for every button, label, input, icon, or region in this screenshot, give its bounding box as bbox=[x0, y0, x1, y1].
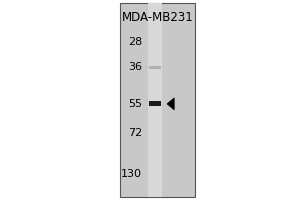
Bar bbox=[149, 101, 161, 106]
Bar bbox=[148, 3, 162, 197]
Text: 28: 28 bbox=[128, 37, 142, 47]
Bar bbox=[149, 66, 161, 69]
Text: 36: 36 bbox=[128, 62, 142, 72]
Text: 55: 55 bbox=[128, 99, 142, 109]
Text: 130: 130 bbox=[121, 169, 142, 179]
Text: MDA-MB231: MDA-MB231 bbox=[122, 11, 194, 24]
Bar bbox=[120, 3, 195, 197]
Polygon shape bbox=[167, 98, 174, 110]
Text: 72: 72 bbox=[128, 128, 142, 138]
